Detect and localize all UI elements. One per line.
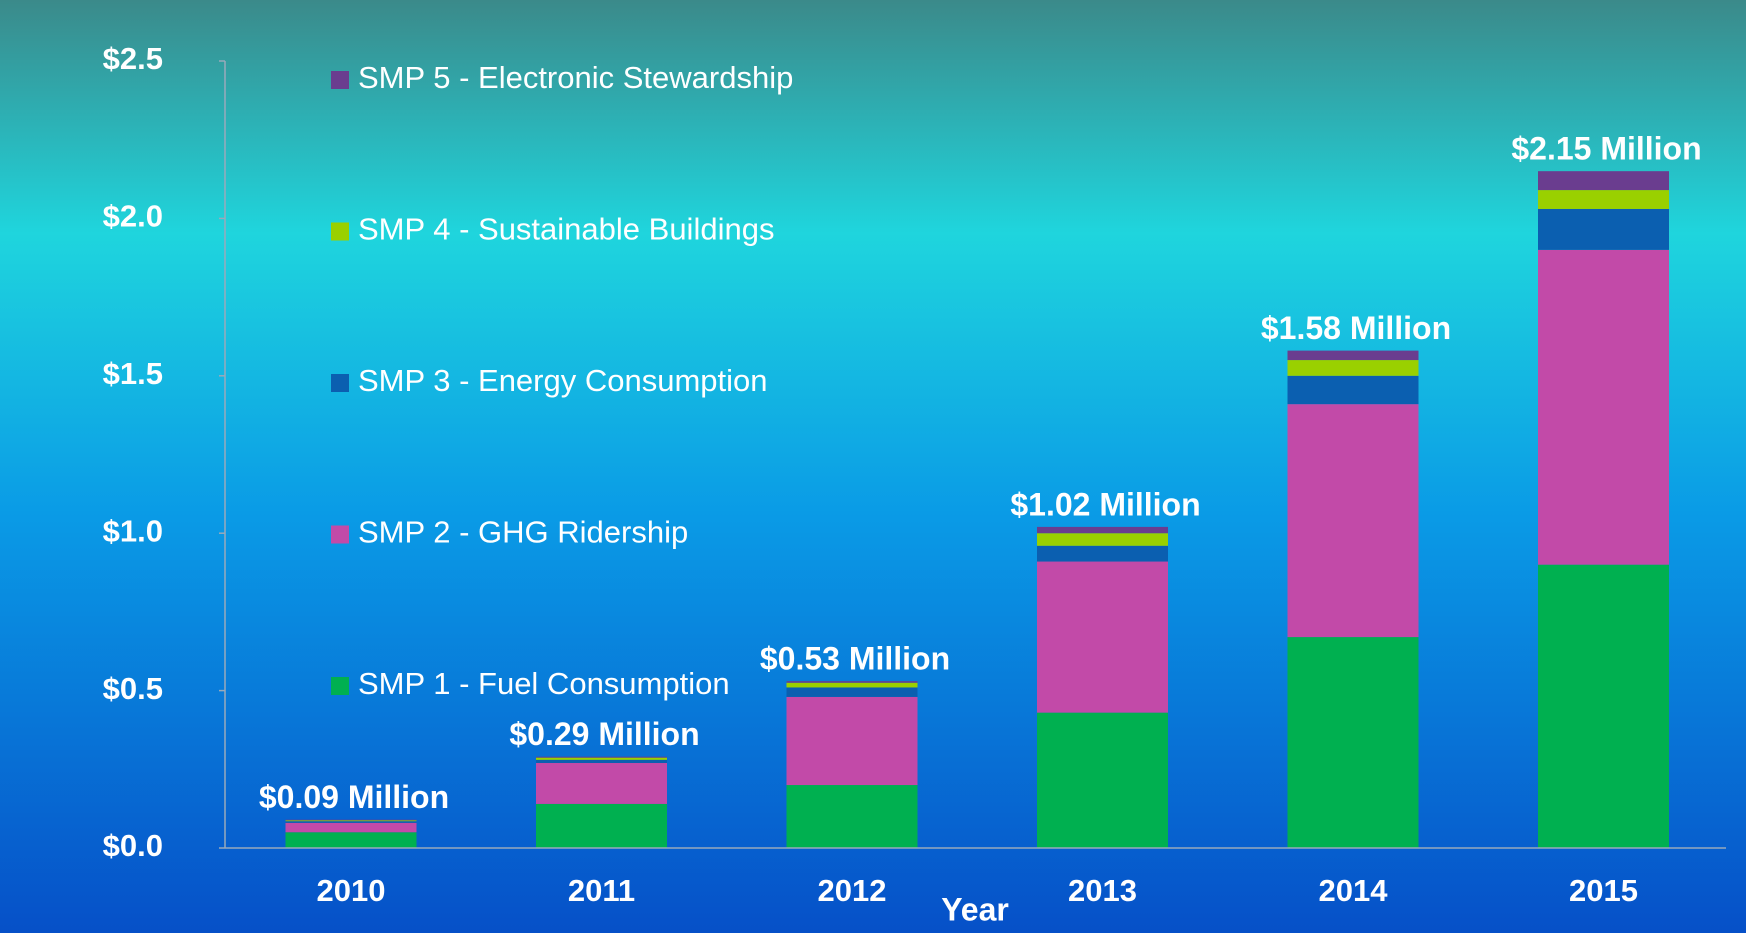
legend-swatch <box>331 223 349 241</box>
total-label: $0.53 Million <box>760 641 950 677</box>
legend-label: SMP 5 - Electronic Stewardship <box>358 60 793 95</box>
bar-segment <box>1538 190 1669 209</box>
x-axis-title: Year <box>941 891 1009 927</box>
bar-segment <box>286 821 417 823</box>
bar-segment <box>787 697 918 785</box>
legend-label: SMP 3 - Energy Consumption <box>358 363 768 398</box>
legend-swatch <box>331 526 349 544</box>
y-tick-label: $0.5 <box>103 671 163 706</box>
legend-label: SMP 1 - Fuel Consumption <box>358 666 730 701</box>
bar-segment <box>787 681 918 683</box>
y-tick-label: $1.5 <box>103 356 163 391</box>
bar-segment <box>536 760 667 763</box>
total-label: $2.15 Million <box>1511 131 1701 167</box>
y-tick-label: $0.0 <box>103 828 163 863</box>
bar-segment <box>1037 713 1168 848</box>
total-label: $0.09 Million <box>259 779 449 815</box>
bar-segment <box>1288 360 1419 376</box>
x-tick-label: 2014 <box>1319 873 1389 908</box>
x-tick-label: 2010 <box>317 873 386 908</box>
bar-segment <box>1037 533 1168 546</box>
bar-segment <box>286 832 417 848</box>
total-label: $1.58 Million <box>1261 310 1451 346</box>
bar-segment <box>1538 565 1669 848</box>
x-tick-label: 2012 <box>818 873 887 908</box>
bar-segment <box>1538 171 1669 190</box>
bar-segment <box>286 823 417 832</box>
chart: Year $0.0 $0.5 $1.0 $1.5 $2.0 $2.5 2010 $0.09 M… <box>0 0 1746 933</box>
bar-segment <box>536 758 667 760</box>
bar-segment <box>1538 209 1669 250</box>
bar-segment <box>1037 562 1168 713</box>
bar-segment <box>1037 527 1168 533</box>
bar-segment <box>536 804 667 848</box>
y-tick-label: $2.0 <box>103 199 163 234</box>
bar-segment <box>1288 351 1419 360</box>
bar-segment <box>787 683 918 688</box>
total-label: $0.29 Million <box>509 716 699 752</box>
bar-segment <box>286 820 417 821</box>
bar-segment <box>787 785 918 848</box>
legend-swatch <box>331 71 349 89</box>
x-tick-label: 2015 <box>1569 873 1638 908</box>
bar-segment <box>1288 376 1419 404</box>
y-tick-label: $2.5 <box>103 41 163 76</box>
legend-swatch <box>331 374 349 392</box>
legend-label: SMP 2 - GHG Ridership <box>358 515 688 550</box>
bar-segment <box>1288 637 1419 848</box>
page: Year $0.0 $0.5 $1.0 $1.5 $2.0 $2.5 2010 $0.09 M… <box>0 0 1746 933</box>
legend-label: SMP 4 - Sustainable Buildings <box>358 212 774 247</box>
bar-segment <box>536 757 667 758</box>
x-tick-label: 2011 <box>568 873 635 908</box>
bar-segment <box>286 820 417 821</box>
bar-segment <box>1037 546 1168 562</box>
legend-swatch <box>331 677 349 695</box>
total-label: $1.02 Million <box>1010 486 1200 522</box>
y-tick-label: $1.0 <box>103 513 163 548</box>
bar-segment <box>787 687 918 696</box>
bar-segment <box>1288 404 1419 637</box>
x-tick-label: 2013 <box>1068 873 1137 908</box>
bar-segment <box>1538 250 1669 565</box>
bar-segment <box>536 763 667 804</box>
